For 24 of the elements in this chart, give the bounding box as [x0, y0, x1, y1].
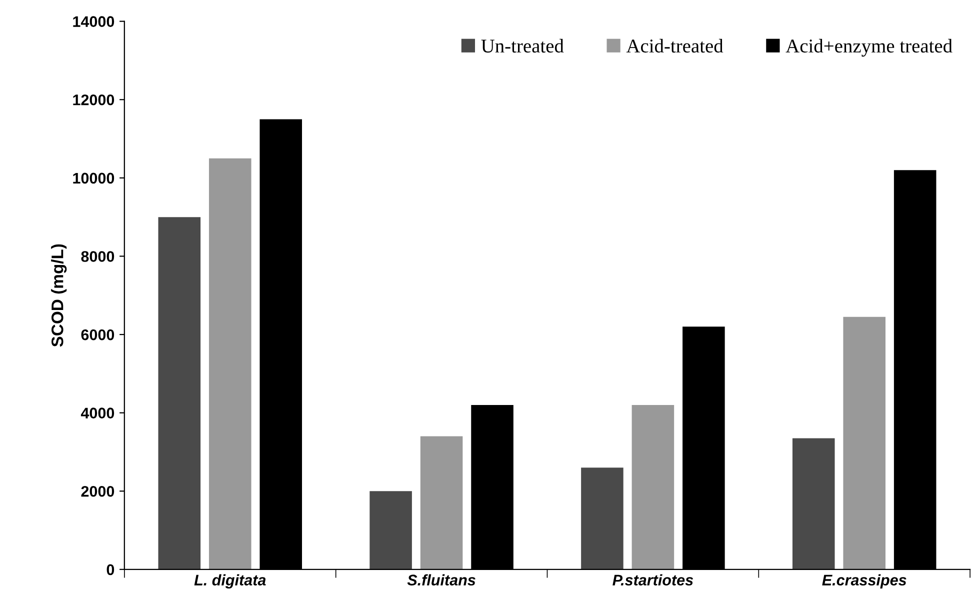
y-tick-label: 2000 [81, 486, 114, 497]
bar [370, 491, 412, 570]
bar [420, 436, 463, 570]
y-tick-label: 4000 [80, 408, 114, 418]
bar [843, 316, 886, 570]
y-tick-label: 8000 [81, 251, 114, 262]
y-tick-label: 14000 [73, 16, 114, 27]
y-tick-label: 10000 [73, 172, 114, 184]
y-tick-label: 0 [106, 564, 114, 576]
x-tick-label: L. digitata [194, 574, 266, 589]
y-axis-title: SCOD (mg/L) [51, 244, 67, 347]
bar [158, 217, 201, 570]
y-tick-label: 6000 [81, 329, 114, 340]
bar [208, 158, 252, 570]
x-tick-label: E.crassipes [822, 574, 906, 589]
bar [581, 468, 624, 570]
bar [792, 438, 835, 570]
y-tick-label: 12000 [73, 94, 114, 106]
legend-label: Acid-treated [626, 38, 724, 53]
legend-label: Un-treated [481, 38, 564, 53]
bar [632, 404, 674, 570]
legend-label: Acid+enzyme treated [786, 38, 952, 57]
x-tick-label: S.fluitans [407, 574, 476, 586]
x-tick-label: P.startiotes [612, 574, 694, 586]
